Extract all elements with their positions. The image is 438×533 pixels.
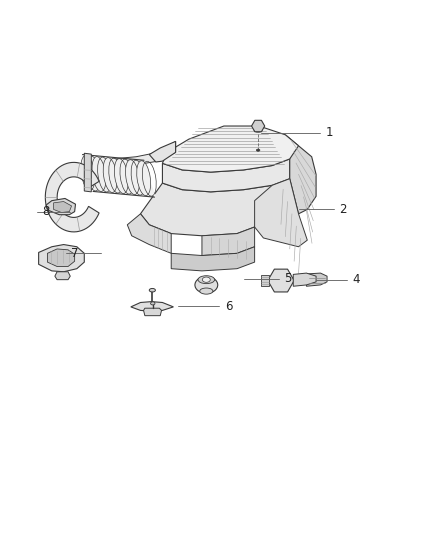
Polygon shape	[149, 141, 175, 162]
Ellipse shape	[114, 159, 128, 193]
Polygon shape	[81, 156, 155, 196]
Polygon shape	[162, 159, 289, 192]
Text: 7: 7	[71, 247, 78, 260]
Text: 4: 4	[351, 273, 359, 286]
Polygon shape	[127, 214, 171, 253]
Polygon shape	[171, 247, 254, 271]
Text: 6: 6	[224, 300, 232, 312]
Polygon shape	[46, 198, 75, 215]
Polygon shape	[55, 272, 70, 280]
Ellipse shape	[125, 160, 139, 195]
Ellipse shape	[103, 158, 117, 192]
Polygon shape	[143, 308, 161, 316]
Text: 2: 2	[338, 203, 346, 216]
Polygon shape	[112, 141, 175, 169]
Polygon shape	[201, 227, 254, 255]
Ellipse shape	[198, 276, 214, 284]
Ellipse shape	[92, 157, 106, 191]
Ellipse shape	[254, 128, 261, 132]
Ellipse shape	[199, 288, 212, 294]
Polygon shape	[261, 275, 268, 286]
Polygon shape	[84, 154, 91, 192]
Polygon shape	[285, 135, 315, 214]
Text: 1: 1	[325, 126, 332, 139]
Polygon shape	[162, 126, 298, 172]
Ellipse shape	[150, 302, 155, 305]
Ellipse shape	[149, 288, 155, 292]
Ellipse shape	[256, 149, 259, 151]
Polygon shape	[39, 245, 84, 272]
Polygon shape	[293, 273, 315, 286]
Ellipse shape	[194, 277, 217, 293]
Polygon shape	[53, 201, 71, 213]
Ellipse shape	[202, 277, 210, 282]
Ellipse shape	[81, 156, 95, 190]
Polygon shape	[131, 302, 173, 311]
Text: 5: 5	[283, 272, 291, 285]
Polygon shape	[45, 163, 99, 232]
Polygon shape	[140, 179, 289, 236]
Polygon shape	[306, 273, 326, 286]
Polygon shape	[47, 249, 74, 266]
Polygon shape	[254, 179, 307, 247]
Ellipse shape	[136, 161, 150, 196]
Text: 8: 8	[42, 205, 50, 218]
